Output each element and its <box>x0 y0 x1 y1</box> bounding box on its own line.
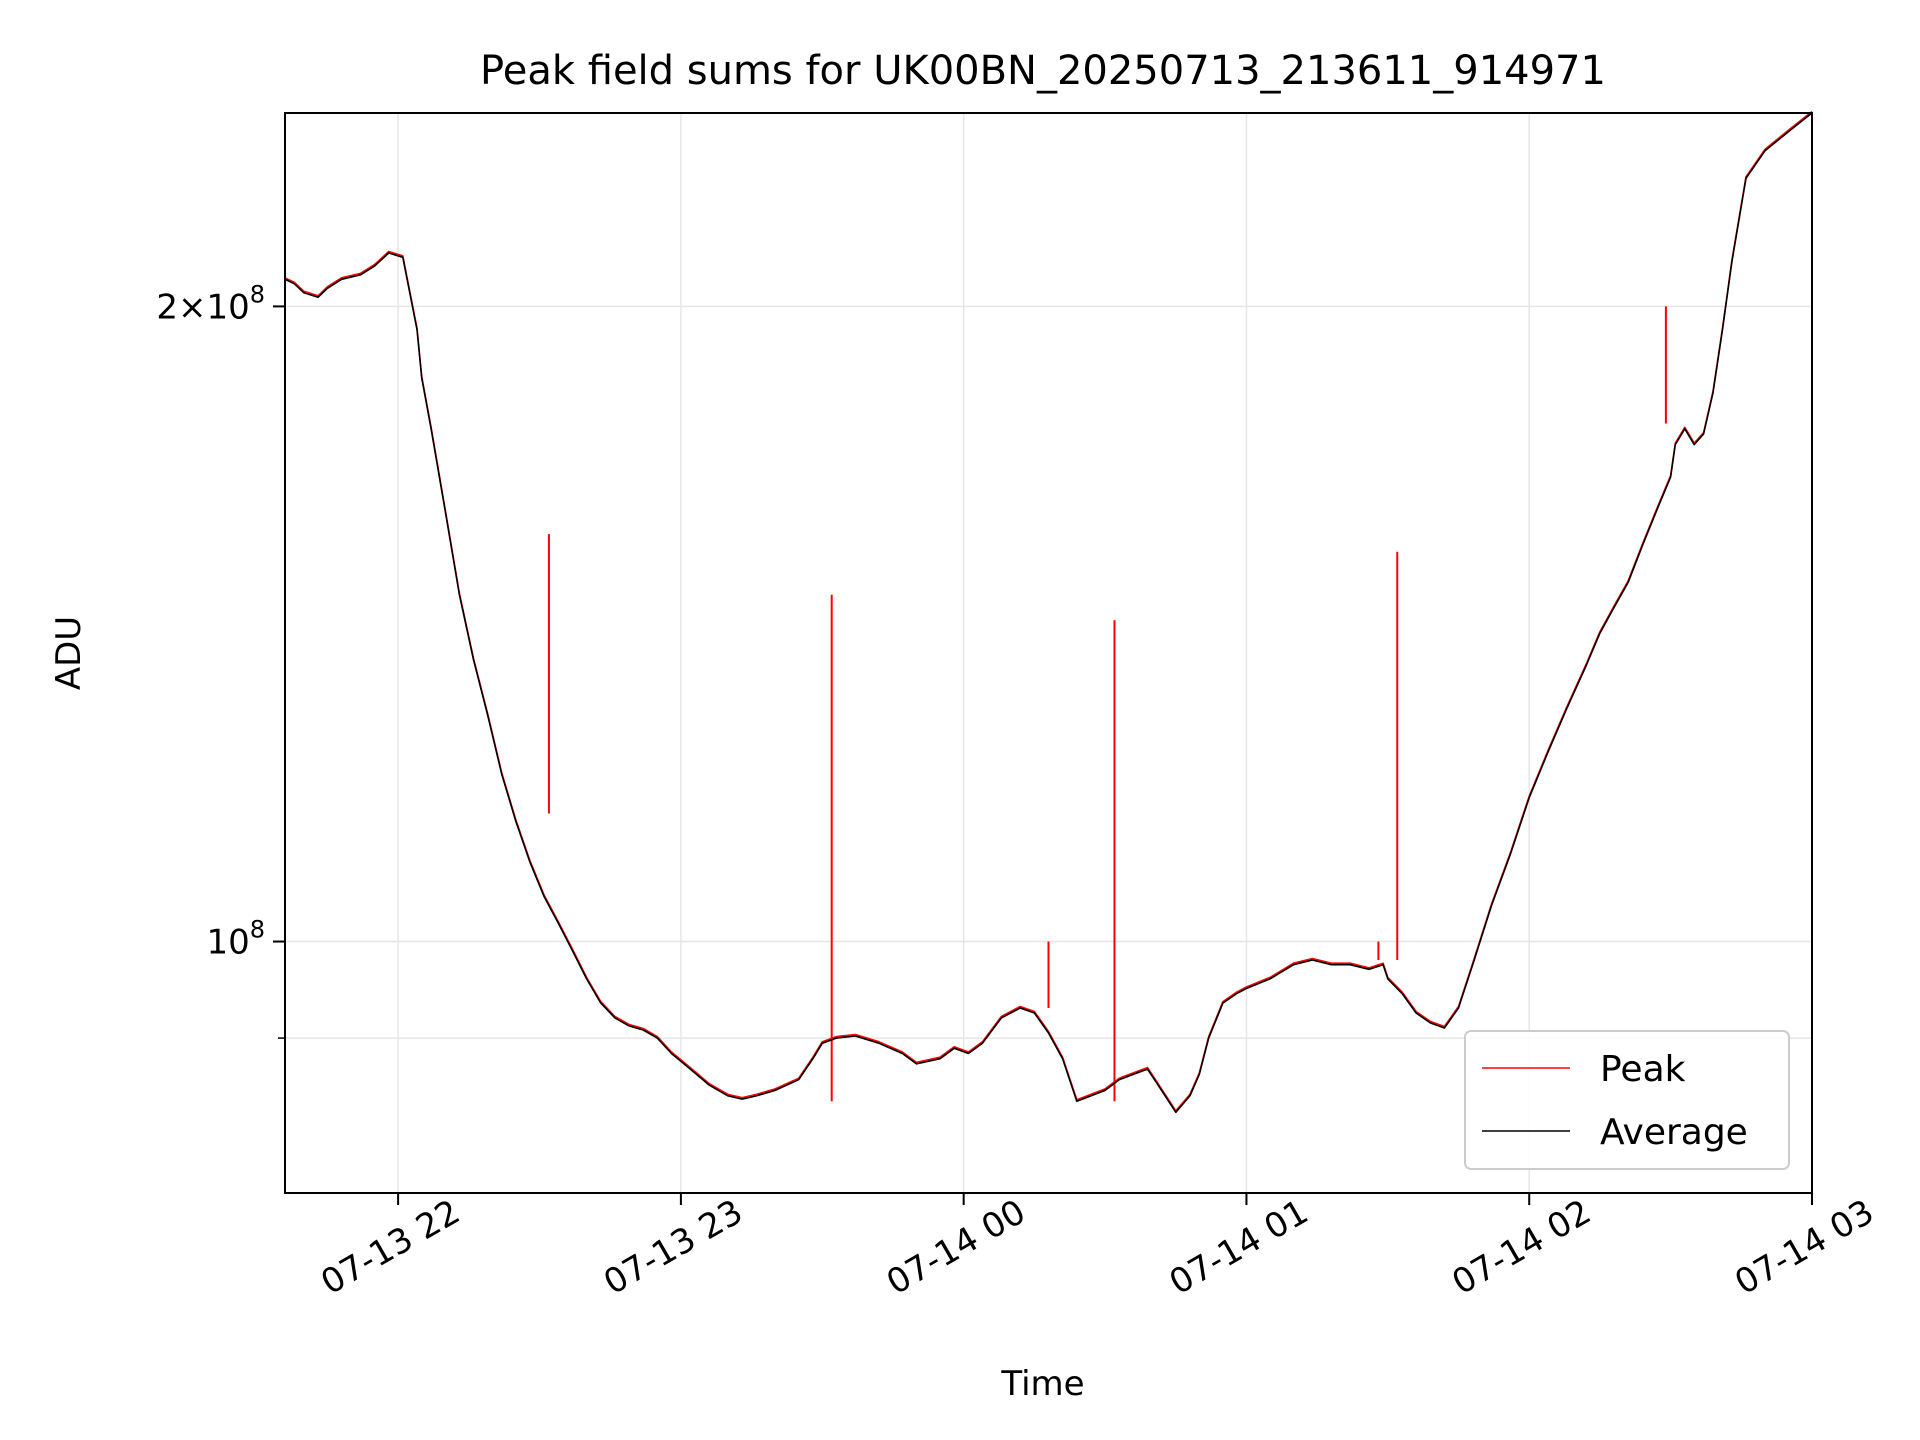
legend-label-average: Average <box>1600 1112 1748 1153</box>
plot-frame <box>284 112 1813 1194</box>
chart-title: Peak field sums for UK00BN_20250713_2136… <box>480 48 1606 94</box>
x-tick-label: 07-14 00 <box>880 1192 1032 1303</box>
plot-layer <box>284 110 1813 1114</box>
y-axis-label: ADU <box>49 616 89 690</box>
x-axis: 07-13 22 07-13 23 07-14 00 07-14 01 07-14 02… <box>314 1192 1880 1303</box>
y-axis: 108 2×108 <box>156 280 285 1039</box>
legend-box <box>1464 1030 1790 1170</box>
y-tick-label: 108 <box>206 916 265 963</box>
x-tick-label: 07-13 23 <box>597 1192 749 1303</box>
x-tick-label: 07-13 22 <box>314 1192 466 1303</box>
series-line-average <box>284 112 1813 1114</box>
legend: Peak Average <box>1464 1030 1790 1170</box>
x-axis-label: Time <box>1000 1364 1084 1404</box>
x-tick-label: 07-14 01 <box>1163 1192 1315 1303</box>
x-tick-label: 07-14 02 <box>1446 1192 1598 1303</box>
x-tick-label: 07-14 03 <box>1728 1192 1880 1303</box>
y-tick-label: 2×108 <box>156 280 265 327</box>
legend-label-peak: Peak <box>1600 1049 1686 1090</box>
